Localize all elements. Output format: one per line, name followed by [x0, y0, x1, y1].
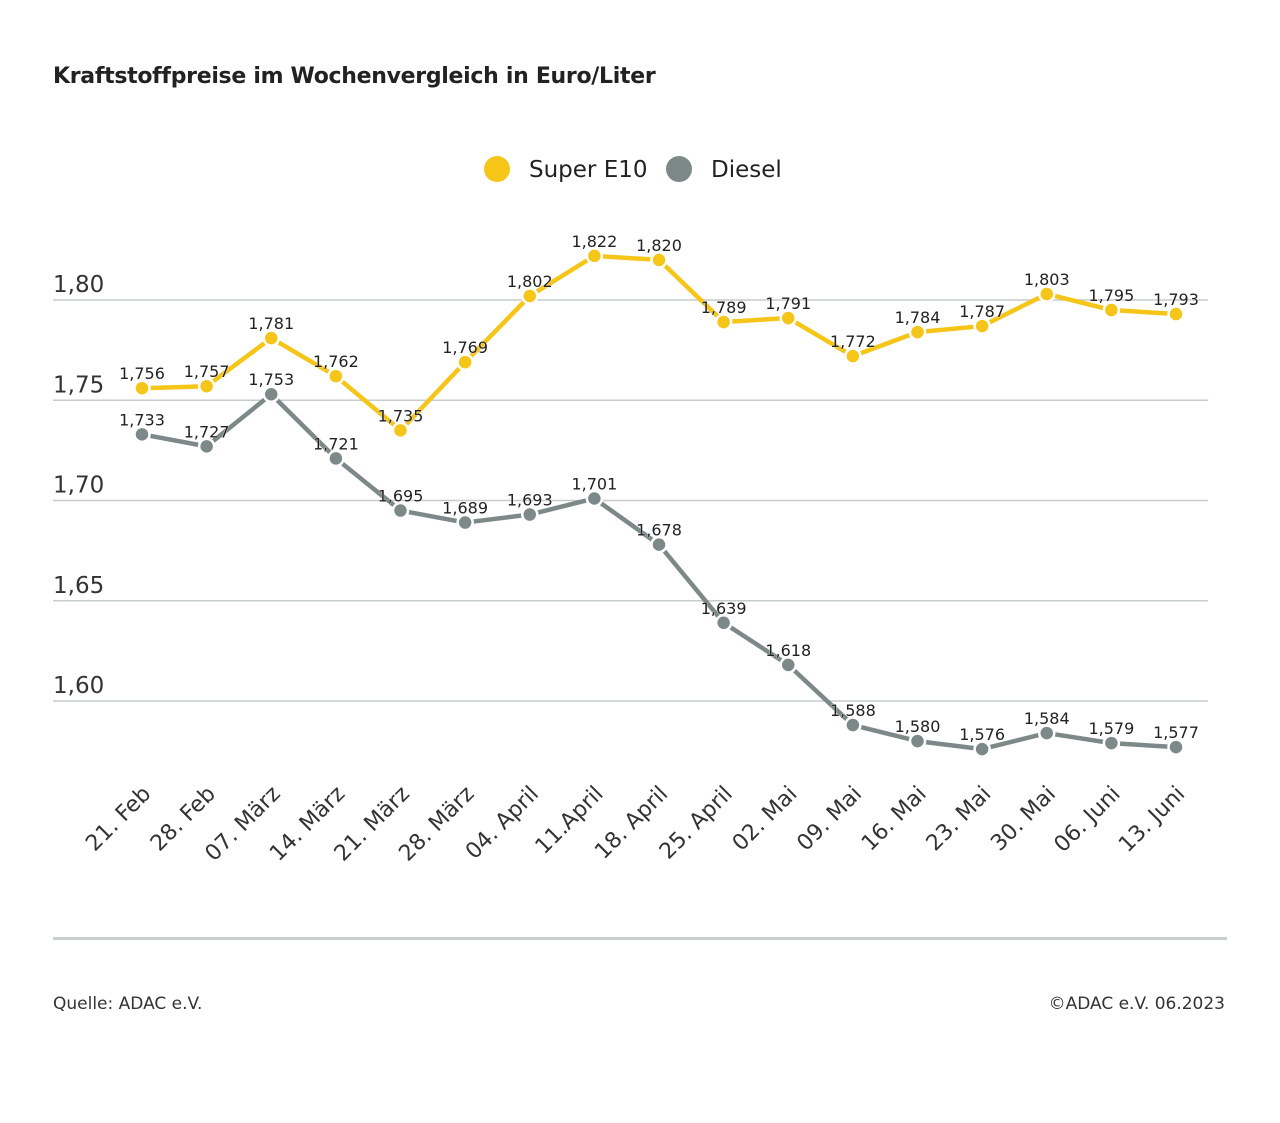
data-label: 1,781 [248, 314, 294, 333]
x-tick-label: 06. Juni [1050, 782, 1126, 858]
data-point [779, 309, 797, 327]
data-label: 1,735 [378, 406, 424, 425]
data-point [714, 313, 733, 331]
y-tick-label: 1,65 [53, 573, 104, 599]
x-tick-label: 21. Feb [81, 782, 156, 857]
data-point [650, 251, 668, 269]
chart-title: Kraftstoffpreise im Wochenvergleich in E… [53, 64, 656, 89]
y-tick-label: 1,75 [53, 372, 104, 398]
data-label: 1,769 [442, 338, 488, 357]
data-point [391, 421, 410, 440]
data-label: 1,577 [1153, 723, 1199, 742]
data-label: 1,701 [571, 474, 617, 493]
data-point [650, 535, 668, 554]
data-label: 1,791 [765, 294, 811, 313]
data-label: 1,772 [830, 332, 876, 351]
data-point [908, 732, 927, 750]
data-label: 1,678 [636, 521, 682, 540]
data-label: 1,753 [248, 370, 294, 389]
data-label: 1,802 [507, 272, 553, 291]
data-label: 1,822 [571, 232, 617, 251]
data-point [197, 377, 216, 395]
y-tick-label: 1,80 [53, 272, 104, 298]
data-point [133, 379, 151, 397]
data-label: 1,727 [184, 422, 230, 441]
line-chart: 1,60 1,65 1,70 1,75 1,80 Super E10 Diesel 21. F… [53, 156, 1208, 866]
series-line [141, 391, 1177, 752]
data-label: 1,584 [1024, 709, 1070, 728]
data-point [844, 347, 862, 365]
data-label: 1,689 [442, 499, 488, 518]
legend-marker [666, 156, 692, 182]
y-tick-label: 1,60 [53, 673, 104, 699]
data-point [327, 449, 345, 468]
data-point [1038, 285, 1056, 303]
data-label: 1,721 [313, 434, 359, 453]
data-label: 1,820 [636, 236, 682, 255]
x-tick-label: 30. Mai [986, 782, 1061, 857]
source-note: Quelle: ADAC e.V. [53, 994, 203, 1014]
data-label: 1,580 [895, 717, 941, 736]
data-label: 1,784 [895, 308, 941, 327]
data-label: 1,693 [507, 491, 553, 510]
data-point [779, 656, 797, 674]
data-point [973, 317, 991, 335]
x-tick-label: 16. Mai [857, 782, 932, 857]
data-label: 1,803 [1024, 270, 1070, 289]
data-label: 1,762 [313, 352, 359, 371]
legend-marker [484, 156, 510, 182]
data-point [973, 740, 991, 758]
series-line [141, 253, 1177, 433]
data-point [197, 437, 216, 456]
data-label: 1,576 [959, 725, 1005, 744]
data-point [391, 501, 410, 520]
data-point [521, 505, 539, 524]
data-label: 1,756 [119, 364, 165, 383]
data-label: 1,695 [378, 487, 424, 506]
data-point [1102, 301, 1121, 319]
data-label: 1,757 [184, 362, 230, 381]
data-point [908, 323, 927, 341]
data-label: 1,733 [119, 410, 165, 429]
legend-label: Super E10 [529, 157, 648, 183]
data-point [844, 716, 862, 734]
data-label: 1,588 [830, 701, 876, 720]
x-tick-label: 23. Mai [922, 782, 997, 857]
data-point [714, 614, 733, 632]
divider [53, 937, 1227, 940]
data-point [1038, 724, 1056, 742]
data-point [456, 353, 474, 371]
data-point [585, 247, 604, 265]
data-point [521, 287, 539, 305]
data-label: 1,787 [959, 302, 1005, 321]
data-point [1102, 734, 1121, 752]
data-point [1167, 305, 1185, 323]
data-label: 1,579 [1088, 719, 1134, 738]
data-point [262, 385, 280, 403]
data-label: 1,795 [1088, 286, 1134, 305]
x-tick-label: 02. Mai [728, 782, 803, 857]
data-label: 1,789 [701, 298, 747, 317]
data-point [133, 425, 151, 444]
x-tick-label: 13. Juni [1114, 782, 1190, 858]
copyright-note: ©ADAC e.V. 06.2023 [1048, 994, 1225, 1014]
data-point [262, 329, 280, 347]
y-tick-label: 1,70 [53, 473, 104, 499]
data-point [456, 513, 474, 532]
data-label: 1,793 [1153, 290, 1199, 309]
data-label: 1,639 [701, 599, 747, 618]
x-tick-label: 09. Mai [792, 782, 867, 857]
data-point [1167, 738, 1185, 756]
legend-label: Diesel [711, 157, 782, 183]
data-point [585, 489, 604, 508]
data-point [327, 367, 345, 385]
data-label: 1,618 [765, 641, 811, 660]
